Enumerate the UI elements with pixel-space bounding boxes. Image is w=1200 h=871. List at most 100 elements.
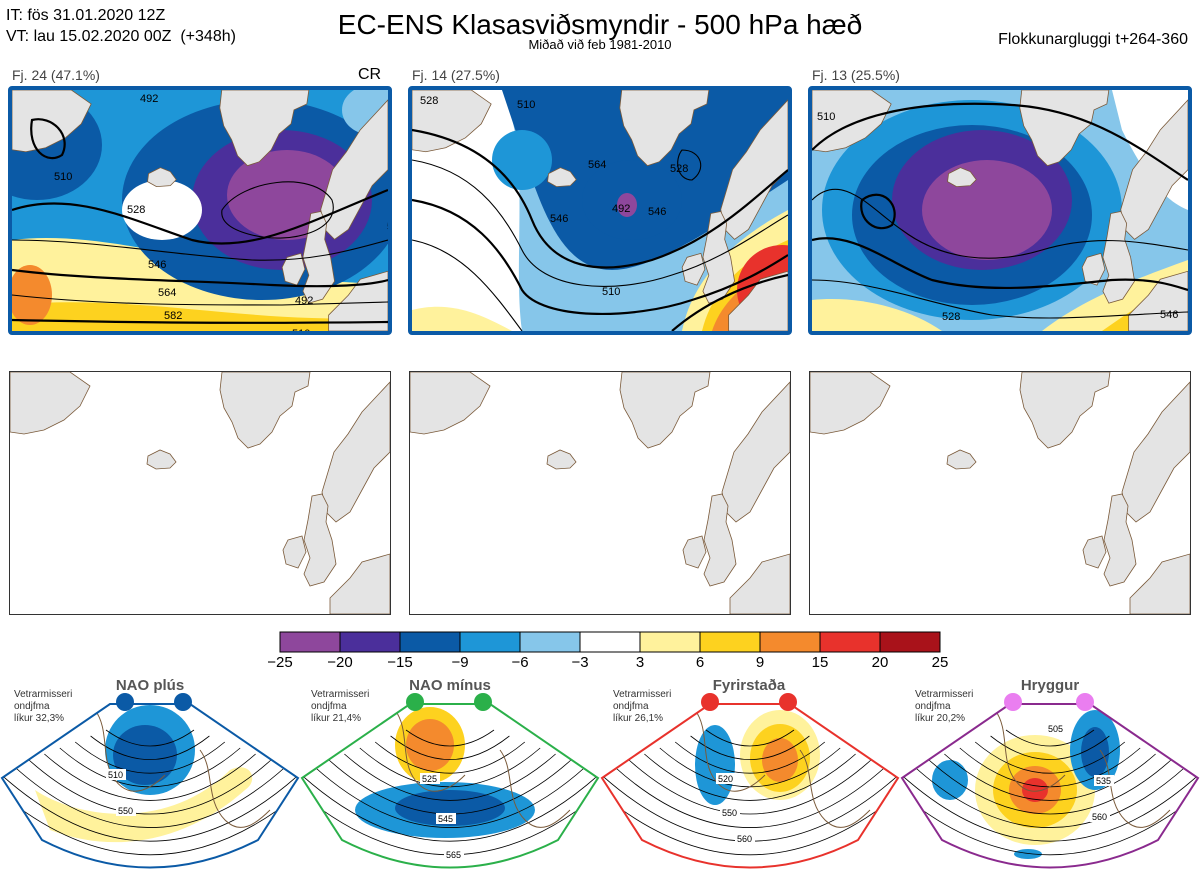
header-run-info: IT: fös 31.01.2020 12Z VT: lau 15.02.2020… [6, 5, 236, 47]
colorbar [279, 631, 941, 653]
colorbar-tick: −3 [571, 654, 589, 671]
europe-land [1129, 553, 1190, 614]
greenland-land [619, 90, 710, 167]
regime-dot [779, 693, 797, 711]
anomaly-area [932, 760, 968, 800]
height-contour [974, 741, 1126, 774]
height-contour [602, 777, 898, 856]
regime-map-nao-minus: 525 545 565 [300, 693, 600, 869]
cluster-map-2-svg: 528510546510492528546564546564 [412, 90, 788, 331]
observed-map-2 [409, 371, 791, 615]
ireland-land [681, 252, 706, 286]
valid-time: VT: lau 15.02.2020 00Z (+348h) [6, 28, 236, 45]
europe-land [729, 553, 790, 614]
regime-note-nao-plus: Vetrarmisseri ondjfma líkur 32,3% [14, 689, 73, 724]
contour-label: 492 [140, 93, 158, 105]
europe-land [329, 553, 390, 614]
fan-content [602, 704, 898, 868]
contour-label: 564 [387, 221, 388, 233]
height-contour [28, 759, 272, 815]
height-contour [74, 741, 226, 774]
regime-dot [174, 693, 192, 711]
regime-dot [1076, 693, 1094, 711]
regime-title-nao-minus: NAO mínus [409, 677, 491, 694]
regime-title-nao-plus: NAO plús [115, 677, 185, 694]
ireland-land [282, 535, 307, 569]
height-contour [412, 239, 523, 331]
height-contour [12, 294, 388, 306]
contour-label: 546 [648, 206, 666, 218]
contour-label: 528 [127, 204, 145, 216]
height-contour [1005, 729, 1095, 747]
britain-land [702, 211, 735, 304]
height-contour [902, 777, 1198, 856]
ireland-land [1081, 252, 1106, 286]
colorbar-tick: −25 [267, 654, 293, 671]
fan-content [902, 704, 1198, 868]
colorbar-tick: 15 [811, 654, 829, 671]
contour-label-bg [444, 849, 464, 860]
anomaly-area [922, 160, 1052, 260]
contour-label: 546 [148, 259, 166, 271]
iceland-land [546, 449, 577, 470]
anomaly-area [762, 738, 798, 782]
contour-label: 510 [108, 770, 123, 780]
colorbar-tick: 25 [931, 654, 949, 671]
anomaly-area [617, 193, 637, 217]
cluster-map-3: 510528546564528546564 [808, 86, 1192, 335]
coastline [499, 749, 571, 828]
contour-label: 510 [292, 328, 310, 331]
height-contour [628, 759, 872, 815]
anomaly-area [122, 180, 202, 240]
height-contour [812, 237, 1188, 292]
fan-content [2, 704, 298, 868]
regime-note-nao-minus: Vetrarmisseri ondjfma líkur 21,4% [311, 689, 370, 724]
height-contour [405, 729, 495, 747]
ireland-land [1082, 535, 1107, 569]
height-contour [30, 118, 66, 160]
height-contour [12, 318, 388, 324]
height-contour [671, 273, 788, 331]
contour-label: 546 [550, 213, 568, 225]
colorbar-bin [399, 631, 461, 653]
fan-frame [600, 703, 900, 869]
contour-label: 565 [446, 850, 461, 860]
coastline [799, 749, 871, 828]
canada-land [810, 372, 891, 435]
colorbar-tick: −9 [451, 654, 469, 671]
iceland-land [147, 167, 177, 188]
land-layer [412, 90, 788, 331]
height-contour [913, 765, 1187, 828]
regime-dot [701, 693, 719, 711]
height-contour [860, 193, 896, 230]
colorbar-bin [699, 631, 761, 653]
height-contour [90, 735, 210, 760]
anomaly-area [1022, 778, 1048, 802]
colorbar-tick: −20 [327, 654, 353, 671]
greenland-land [219, 90, 310, 167]
cluster-map-2: 528510546510492528546564546564 [408, 86, 792, 335]
height-contour [302, 771, 598, 842]
colorbar-bin [879, 631, 941, 653]
height-contour [644, 753, 856, 801]
anomaly-area [1081, 727, 1109, 777]
colorbar-tick: 20 [871, 654, 889, 671]
height-contour [613, 765, 887, 828]
colorbar-bin [459, 631, 521, 653]
canada-land [812, 90, 892, 153]
anomaly-area [695, 725, 735, 805]
coastline [394, 709, 466, 792]
land-layer [10, 372, 390, 614]
regime-map-ridge: 505 535 560 [900, 693, 1200, 869]
britain-land [703, 493, 737, 587]
cluster-label-2: Fj. 14 (27.5%) [412, 67, 500, 83]
contour-label-bg [436, 813, 456, 824]
contour-label: 560 [737, 834, 752, 844]
contour-label: 525 [422, 774, 437, 784]
cluster-label-3: Fj. 13 (25.5%) [812, 67, 900, 83]
height-contour [412, 128, 788, 269]
height-contour [2, 771, 298, 842]
contour-label-bg [1090, 811, 1110, 822]
contour-label: 546 [1160, 309, 1178, 321]
contour-label: 560 [1092, 812, 1107, 822]
